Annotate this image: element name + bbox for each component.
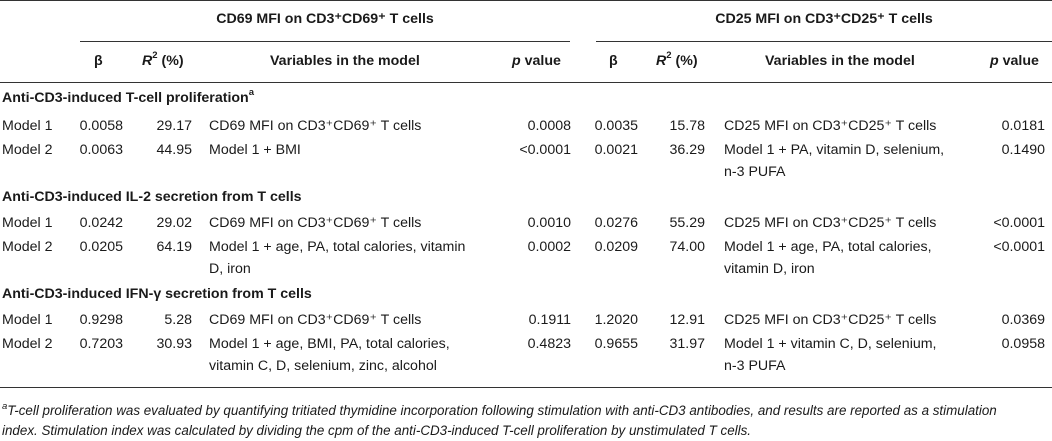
- cell-r2: 5.28: [164, 312, 192, 328]
- cell-r2: 64.19: [156, 239, 192, 255]
- footnote-line-2: index. Stimulation index was calculated …: [2, 423, 752, 438]
- cell-r2: 36.29: [669, 142, 705, 158]
- cell-p: 0.1911: [528, 312, 571, 328]
- cell-p: <0.0001: [519, 142, 571, 158]
- cell-vars: CD25 MFI on CD3⁺CD25⁺ T cells: [724, 312, 937, 328]
- cell-vars: CD25 MFI on CD3⁺CD25⁺ T cells: [724, 118, 937, 134]
- cell-r2: 55.29: [669, 215, 705, 231]
- cell-r2: 15.78: [669, 118, 705, 134]
- cell-vars: CD69 MFI on CD3⁺CD69⁺ T cells: [209, 312, 422, 328]
- row-model-label: Model 2: [2, 239, 53, 255]
- cell-p: 0.1490: [1001, 142, 1045, 158]
- group-header-cd69: CD69 MFI on CD3⁺CD69⁺ T cells: [216, 11, 434, 27]
- cell-r2: 12.91: [669, 312, 705, 328]
- cell-beta: 0.9298: [79, 312, 123, 328]
- section-title: Anti-CD3-induced T-cell proliferationa: [2, 87, 255, 106]
- cell-beta: 1.2020: [594, 312, 638, 328]
- cell-beta: 0.9655: [594, 336, 638, 352]
- col-r2-2: R2 (%): [656, 50, 698, 69]
- section-title: Anti-CD3-induced IL-2 secretion from T c…: [2, 189, 302, 205]
- cell-p: 0.0008: [527, 118, 571, 134]
- cell-beta: 0.0242: [79, 215, 123, 231]
- cell-vars: CD25 MFI on CD3⁺CD25⁺ T cells: [724, 215, 937, 231]
- col-r2-1: R2 (%): [142, 50, 184, 69]
- cell-beta: 0.0209: [594, 239, 638, 255]
- cell-vars: Model 1 + vitamin C, D, selenium,: [724, 336, 937, 352]
- cell-beta: 0.0063: [79, 142, 123, 158]
- cell-r2: 31.97: [669, 336, 705, 352]
- cell-beta: 0.7203: [79, 336, 123, 352]
- cell-p: <0.0001: [993, 239, 1045, 255]
- cell-beta: 0.0035: [594, 118, 638, 134]
- cell-r2: 74.00: [669, 239, 705, 255]
- cell-vars-cont: vitamin D, iron: [724, 261, 815, 277]
- cell-beta: 0.0205: [79, 239, 123, 255]
- group-rule-cd25: [596, 41, 1052, 42]
- row-model-label: Model 2: [2, 142, 53, 158]
- row-model-label: Model 2: [2, 336, 53, 352]
- footnote-line-1: aT-cell proliferation was evaluated by q…: [2, 400, 997, 418]
- cell-vars: CD69 MFI on CD3⁺CD69⁺ T cells: [209, 215, 422, 231]
- cell-vars: Model 1 + age, PA, total calories,: [724, 239, 932, 255]
- cell-r2: 44.95: [156, 142, 192, 158]
- cell-p: 0.0010: [527, 215, 571, 231]
- table-footnote: aT-cell proliferation was evaluated by q…: [2, 401, 1052, 441]
- cell-vars: Model 1 + age, BMI, PA, total calories,: [209, 336, 450, 352]
- col-p-1: p value: [512, 53, 561, 69]
- cell-p: 0.0958: [1001, 336, 1045, 352]
- cell-vars: CD69 MFI on CD3⁺CD69⁺ T cells: [209, 118, 422, 134]
- cell-vars-cont: D, iron: [209, 261, 251, 277]
- col-vars-2: Variables in the model: [765, 53, 915, 69]
- cell-r2: 29.02: [156, 215, 192, 231]
- cell-vars: Model 1 + PA, vitamin D, selenium,: [724, 142, 945, 158]
- cell-vars-cont: n-3 PUFA: [724, 164, 786, 180]
- cell-r2: 29.17: [156, 118, 192, 134]
- cell-r2: 30.93: [156, 336, 192, 352]
- cell-p: 0.0002: [527, 239, 571, 255]
- table-top-rule: [0, 0, 1052, 1]
- cell-beta: 0.0058: [79, 118, 123, 134]
- row-model-label: Model 1: [2, 312, 53, 328]
- col-beta-1: β: [94, 53, 103, 69]
- row-model-label: Model 1: [2, 118, 53, 134]
- group-rule-cd69: [80, 41, 570, 42]
- cell-p: <0.0001: [993, 215, 1045, 231]
- col-p-2: p value: [990, 53, 1039, 69]
- section-title: Anti-CD3-induced IFN-γ secretion from T …: [2, 286, 312, 302]
- row-model-label: Model 1: [2, 215, 53, 231]
- cell-beta: 0.0276: [594, 215, 638, 231]
- col-vars-1: Variables in the model: [270, 53, 420, 69]
- cell-p: 0.0181: [1001, 118, 1045, 134]
- cell-vars-cont: vitamin C, D, selenium, zinc, alcohol: [209, 358, 437, 374]
- cell-p: 0.4823: [527, 336, 571, 352]
- group-header-cd25: CD25 MFI on CD3⁺CD25⁺ T cells: [715, 11, 933, 27]
- header-bottom-rule: [0, 82, 1052, 83]
- cell-p: 0.0369: [1001, 312, 1045, 328]
- table-bottom-rule: [0, 387, 1052, 388]
- col-beta-2: β: [609, 53, 618, 69]
- cell-vars-cont: n-3 PUFA: [724, 358, 786, 374]
- cell-vars: Model 1 + BMI: [209, 142, 301, 158]
- cell-vars: Model 1 + age, PA, total calories, vitam…: [209, 239, 466, 255]
- cell-beta: 0.0021: [594, 142, 638, 158]
